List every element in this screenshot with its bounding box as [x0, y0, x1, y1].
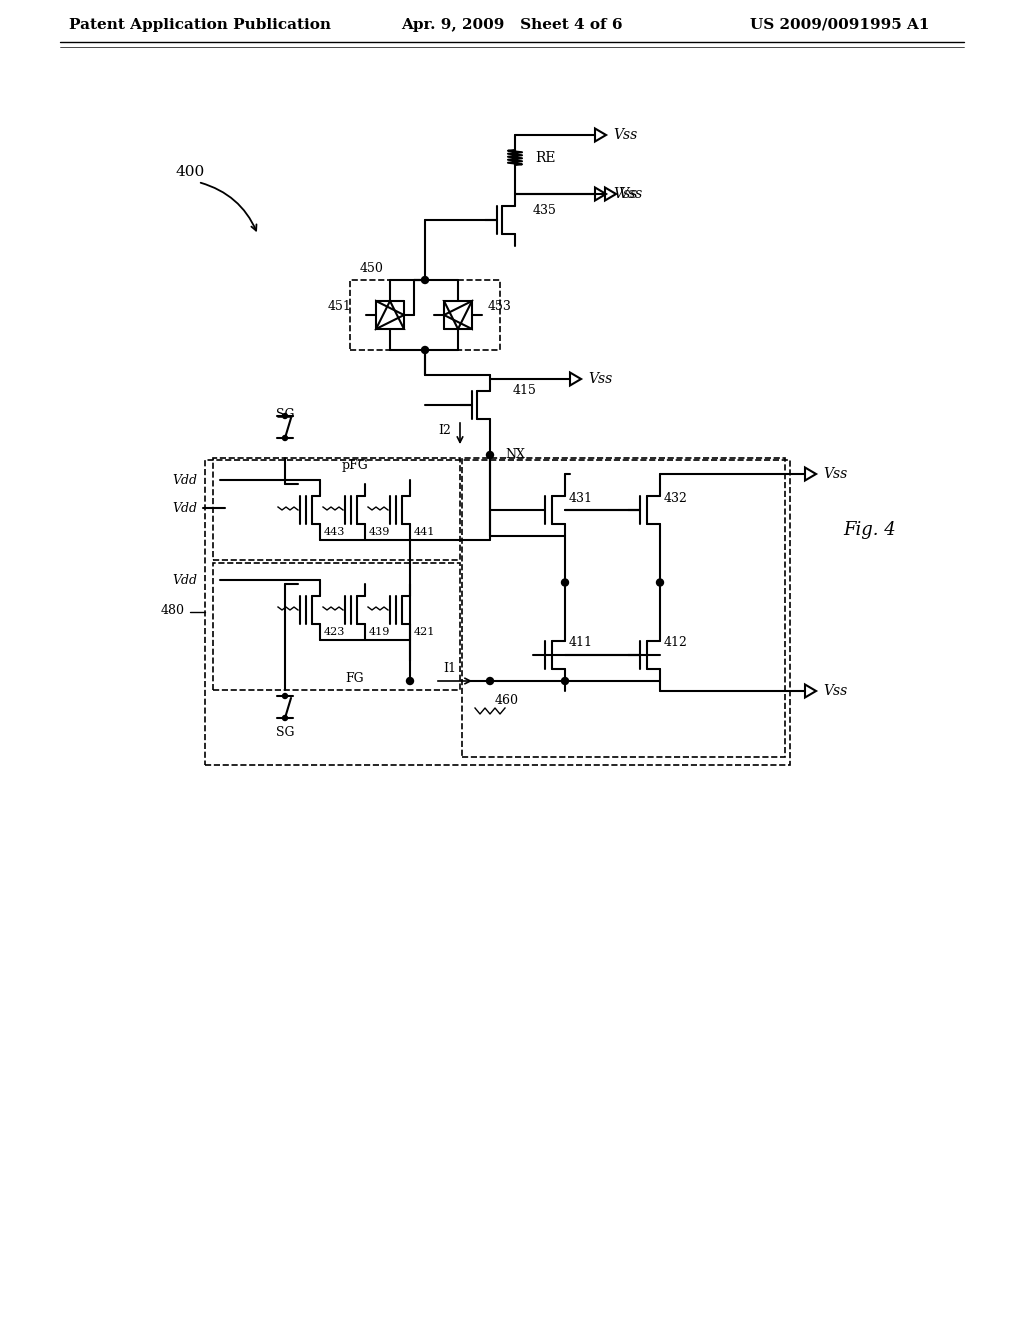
Bar [205, 459, 790, 766]
Text: 415: 415 [513, 384, 537, 396]
Text: 443: 443 [324, 527, 345, 537]
Text: 431: 431 [569, 491, 593, 504]
Text: 423: 423 [324, 627, 345, 638]
Text: 460: 460 [495, 694, 519, 708]
Text: 419: 419 [369, 627, 390, 638]
Text: I2: I2 [438, 424, 452, 437]
Text: Vss: Vss [617, 187, 642, 201]
Text: Vss: Vss [613, 128, 637, 143]
Text: 421: 421 [414, 627, 434, 638]
Text: 432: 432 [664, 491, 688, 504]
Text: 435: 435 [534, 203, 557, 216]
Text: SG: SG [275, 408, 294, 421]
Text: Vss: Vss [823, 467, 847, 480]
Circle shape [283, 715, 288, 721]
Bar [462, 458, 785, 756]
Text: Vdd: Vdd [172, 502, 197, 515]
Text: 412: 412 [664, 636, 688, 649]
Bar [350, 280, 500, 350]
Text: 411: 411 [569, 636, 593, 649]
Circle shape [561, 677, 568, 685]
Circle shape [422, 346, 428, 354]
Text: pFG: pFG [342, 459, 369, 473]
Text: 451: 451 [328, 301, 352, 314]
Text: 480: 480 [161, 603, 185, 616]
Circle shape [486, 677, 494, 685]
Circle shape [422, 276, 428, 284]
Text: Apr. 9, 2009   Sheet 4 of 6: Apr. 9, 2009 Sheet 4 of 6 [401, 18, 623, 32]
Text: 400: 400 [175, 165, 204, 180]
Text: Vss: Vss [613, 187, 637, 201]
Text: Vss: Vss [823, 684, 847, 698]
Circle shape [561, 579, 568, 586]
Bar [213, 564, 460, 690]
Text: NX: NX [505, 449, 525, 462]
Text: 441: 441 [414, 527, 434, 537]
Text: 450: 450 [360, 261, 384, 275]
Circle shape [283, 693, 288, 698]
Text: Fig. 4: Fig. 4 [844, 521, 896, 539]
Circle shape [407, 677, 414, 685]
Circle shape [283, 413, 288, 418]
Text: Patent Application Publication: Patent Application Publication [69, 18, 331, 32]
Text: RE: RE [535, 150, 555, 165]
Circle shape [486, 451, 494, 458]
Text: 439: 439 [369, 527, 390, 537]
Circle shape [656, 579, 664, 586]
Text: Vss: Vss [588, 372, 612, 385]
Text: Vdd: Vdd [172, 474, 197, 487]
Text: SG: SG [275, 726, 294, 738]
Circle shape [283, 436, 288, 441]
Text: US 2009/0091995 A1: US 2009/0091995 A1 [751, 18, 930, 32]
Text: 453: 453 [488, 301, 512, 314]
Bar [213, 458, 460, 560]
Text: Vdd: Vdd [172, 573, 197, 586]
Text: FG: FG [346, 672, 365, 685]
Text: I1: I1 [443, 663, 457, 676]
